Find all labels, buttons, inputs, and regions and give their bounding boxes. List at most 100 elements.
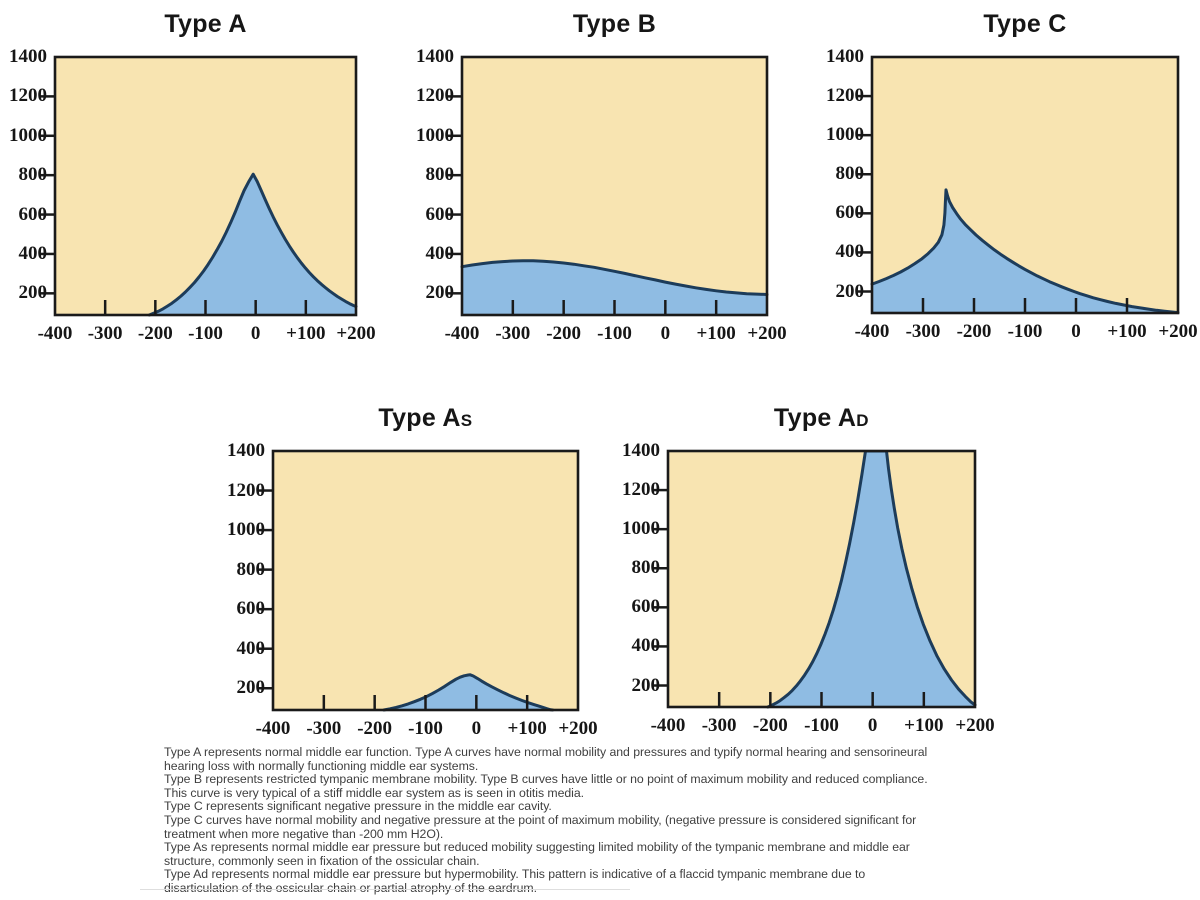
- caption-line: Type C represents significant negative p…: [164, 799, 552, 814]
- y-axis-label: 200: [236, 677, 266, 699]
- x-axis-label: -300: [87, 323, 123, 344]
- x-axis-label: -100: [408, 718, 443, 739]
- chart-title-suffix: s: [460, 411, 473, 430]
- x-axis-label: -200: [752, 715, 788, 736]
- tympanogram-area: [767, 451, 975, 707]
- plot-background: [273, 451, 578, 710]
- y-axis-label: 1000: [9, 124, 47, 146]
- x-axis-label: +100: [507, 718, 547, 739]
- x-axis-label: 0: [471, 718, 482, 739]
- tympanogram-curve: [460, 259, 769, 296]
- chart-title-type-c: Type C: [872, 10, 1178, 39]
- x-axis-label: +100: [1107, 321, 1147, 342]
- x-axis-label: 0: [867, 715, 878, 736]
- x-axis-label: -100: [597, 323, 632, 344]
- tympanogram-curve: [766, 451, 977, 709]
- chart-title-type-as: Type As: [273, 404, 578, 433]
- x-axis-label: +100: [286, 323, 326, 344]
- x-axis-label: -400: [650, 715, 686, 736]
- y-axis-label: 1200: [227, 479, 265, 501]
- x-axis-label: -100: [188, 323, 223, 344]
- tympanogram-area: [872, 189, 1178, 313]
- chart-title-type-ad: Type Ad: [668, 404, 975, 433]
- figure-caption: Type A represents normal middle ear func…: [164, 745, 1064, 896]
- caption-line: treatment when more negative than -200 m…: [164, 826, 444, 841]
- y-axis-label: 400: [835, 241, 865, 263]
- plot-svg: [258, 449, 580, 712]
- y-axis-label: 1000: [622, 518, 660, 540]
- y-axis-label: 1200: [622, 479, 660, 501]
- x-axis-label: -400: [444, 323, 480, 344]
- x-axis-label: -300: [701, 715, 737, 736]
- caption-line: Type A represents normal middle ear func…: [164, 745, 928, 759]
- x-axis-label: +200: [336, 323, 376, 344]
- tympanogram-curve: [147, 172, 358, 317]
- chart-type-as: Type As 1400 1200 1000 800 600 400 200 -400 -300…: [227, 404, 598, 739]
- y-axis-label: 800: [425, 164, 455, 186]
- plot-border: [666, 449, 977, 709]
- caption-line: Type B represents restricted tympanic me…: [164, 772, 928, 787]
- x-axis-label: -100: [804, 715, 839, 736]
- caption-line: hearing loss with normally functioning m…: [164, 758, 479, 773]
- x-axis-label: +200: [558, 718, 598, 739]
- y-axis-label: 200: [18, 282, 48, 304]
- y-axis-label: 1000: [227, 519, 265, 541]
- y-axis-label: 1000: [826, 124, 864, 146]
- chart-type-a: Type A 1400 1200 1000 800 600 400 200 -400 -300-…: [9, 10, 376, 344]
- y-axis-label: 200: [835, 280, 865, 302]
- chart-type-ad: Type Ad 1400 1200 1000 800 600 400 200 -400 -300…: [622, 404, 995, 736]
- plot-svg: [40, 55, 358, 317]
- chart-type-c: Type C 1400 1200 1000 800 600 400 200 -400 -300 -…: [826, 10, 1198, 342]
- y-axis-label: 400: [631, 635, 661, 657]
- plot-border: [271, 449, 580, 712]
- x-axis-label: -400: [854, 321, 890, 342]
- x-axis-label: -300: [905, 321, 941, 342]
- x-axis-label: -200: [137, 323, 173, 344]
- y-axis-label: 800: [631, 557, 661, 579]
- y-axis-label: 600: [835, 202, 865, 224]
- x-axis-label: +100: [904, 715, 944, 736]
- y-axis-label: 1400: [622, 440, 660, 461]
- y-axis-label: 600: [18, 203, 48, 225]
- y-axis-label: 1200: [416, 85, 454, 107]
- y-axis-label: 800: [236, 558, 266, 580]
- y-axis-label: 400: [18, 242, 48, 264]
- plot-border: [460, 55, 769, 317]
- caption-line: Type Ad represents normal middle ear pre…: [164, 867, 866, 882]
- y-axis-label: 1000: [416, 124, 454, 146]
- chart-title-type-b: Type B: [462, 10, 767, 39]
- y-axis-label: 800: [835, 163, 865, 185]
- x-axis-label: +200: [1158, 321, 1198, 342]
- x-axis-label: +200: [747, 323, 787, 344]
- caption-line: Type C curves have normal mobility and n…: [164, 812, 917, 827]
- caption-line: structure, commonly seen in fixation of …: [164, 853, 480, 868]
- chart-title-type-a: Type A: [55, 10, 356, 39]
- x-axis-label: 0: [1071, 321, 1081, 342]
- x-axis-label: +200: [955, 715, 995, 736]
- plot-svg: [447, 55, 769, 317]
- y-axis-label: 400: [425, 242, 455, 264]
- y-axis-label: 600: [236, 598, 266, 620]
- y-axis-label: 200: [631, 674, 661, 696]
- x-axis-label: -200: [546, 323, 582, 344]
- y-axis-label: 600: [631, 596, 661, 618]
- x-axis-label: -400: [37, 323, 73, 344]
- x-axis-label: -400: [255, 718, 291, 739]
- y-axis-label: 1400: [416, 46, 454, 67]
- y-axis-label: 1200: [826, 85, 864, 107]
- tympanogram-area: [149, 174, 356, 315]
- chart-title-main: Type A: [164, 10, 247, 38]
- caption-line: Type As represents normal middle ear pre…: [164, 840, 910, 855]
- caption-line: This curve is very typical of a stiff mi…: [164, 785, 585, 800]
- x-axis-label: -300: [495, 323, 531, 344]
- y-axis-label: 1400: [826, 46, 864, 67]
- plot-svg: [857, 55, 1180, 315]
- chart-title-suffix: d: [856, 411, 870, 430]
- y-axis-label: 800: [18, 164, 48, 186]
- x-axis-label: 0: [250, 323, 261, 344]
- caption-line: disarticulation of the ossicular chain o…: [164, 880, 537, 895]
- x-axis-label: -300: [306, 718, 342, 739]
- y-axis-label: 400: [236, 637, 266, 659]
- x-axis-label: -100: [1007, 321, 1043, 342]
